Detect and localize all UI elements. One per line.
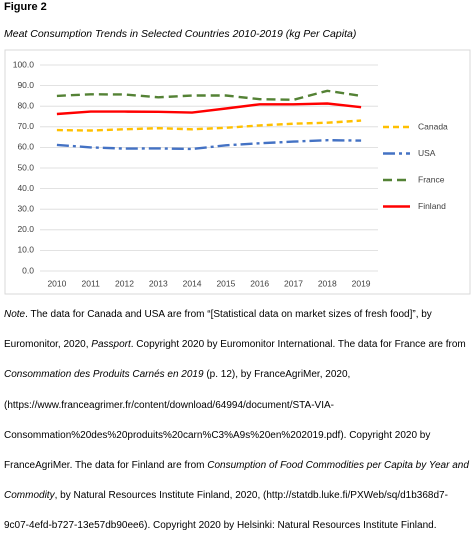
x-tick-label: 2019 xyxy=(352,278,371,288)
x-tick-label: 2011 xyxy=(82,278,101,288)
y-tick-label: 20.0 xyxy=(17,224,34,234)
x-tick-label: 2018 xyxy=(318,278,337,288)
note-text: , by Natural Resources Institute Finland… xyxy=(4,490,448,532)
y-tick-label: 70.0 xyxy=(17,121,34,131)
note-text: . The data for Canada and USA are from “… xyxy=(4,309,432,351)
series-line xyxy=(56,119,362,132)
figure-title: Meat Consumption Trends in Selected Coun… xyxy=(4,28,357,40)
x-tick-label: 2015 xyxy=(216,278,235,288)
y-tick-label: 30.0 xyxy=(17,203,34,213)
y-tick-label: 10.0 xyxy=(17,245,34,255)
legend-label: USA xyxy=(418,148,436,158)
note-text: . Copyright 2020 by Euromonitor Internat… xyxy=(130,339,466,351)
note-text: Note xyxy=(4,309,26,320)
legend-label: France xyxy=(418,174,445,184)
note-text: Consommation des Produits Carnés en 2019 xyxy=(4,369,204,381)
series-line xyxy=(56,89,362,102)
note-text: (p. 12), by FranceAgriMer, 2020, (https:… xyxy=(4,369,431,472)
note: Note. The data for Canada and USA are fr… xyxy=(4,300,470,542)
y-tick-label: 80.0 xyxy=(17,100,34,110)
series-line xyxy=(56,138,362,151)
series-line xyxy=(56,102,362,116)
x-tick-label: 2014 xyxy=(183,278,202,288)
page: Figure 2 Meat Consumption Trends in Sele… xyxy=(4,1,471,532)
x-tick-label: 2010 xyxy=(47,278,66,288)
y-tick-label: 90.0 xyxy=(17,80,34,90)
note-text: Consumption of Food Commodities per Capi… xyxy=(4,460,469,502)
y-tick-label: 100.0 xyxy=(13,59,35,69)
y-tick-label: 0.0 xyxy=(22,265,34,275)
legend-label: Canada xyxy=(418,121,448,131)
x-tick-label: 2013 xyxy=(149,278,168,288)
chart-frame xyxy=(4,49,471,295)
legend-label: Finland xyxy=(418,201,446,211)
x-tick-label: 2017 xyxy=(284,278,303,288)
note-text: Passport xyxy=(91,339,131,351)
x-tick-label: 2016 xyxy=(250,278,269,288)
y-tick-label: 50.0 xyxy=(17,162,34,172)
y-tick-label: 60.0 xyxy=(17,142,34,152)
x-tick-label: 2012 xyxy=(115,278,134,288)
y-tick-label: 40.0 xyxy=(17,183,34,193)
chart: 0.0 10.0 20.0 30.0 40.0 50.0 60.0 70.0 80.0 90.0 1… xyxy=(4,49,471,295)
figure-label: Figure 2 xyxy=(4,1,47,13)
